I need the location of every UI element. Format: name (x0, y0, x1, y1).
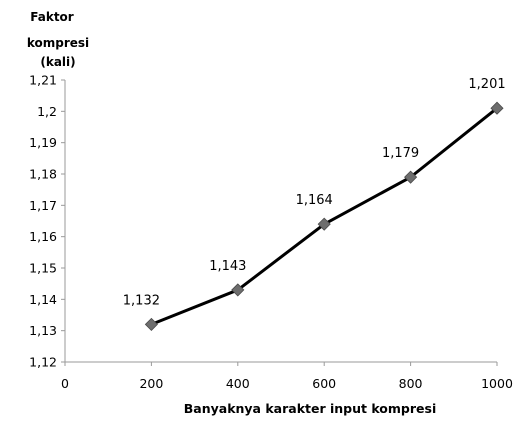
data-label: 1,132 (123, 293, 160, 308)
data-point-marker (231, 283, 245, 297)
y-tick-label: 1,16 (29, 229, 57, 244)
series: 1,132 1,143 1,164 1,179 1,201 (123, 77, 506, 331)
y-axis: 1,12 1,13 1,14 1,15 1,16 1,17 1,18 1,19 1,2 1,21 (29, 73, 66, 370)
x-axis: 0 200 400 600 800 1000 (61, 361, 513, 391)
y-axis-title-line-1: Faktor (30, 10, 74, 24)
data-label: 1,179 (382, 146, 419, 161)
data-point-marker (490, 101, 504, 115)
data-point-marker (317, 217, 331, 231)
series-line (150, 107, 498, 326)
x-tick-label: 200 (139, 376, 163, 391)
x-tick-label: 400 (226, 376, 250, 391)
y-tick-label: 1,17 (29, 198, 57, 213)
y-axis-title: Faktor kompresi (kali) (27, 10, 89, 69)
data-point-marker (144, 317, 158, 331)
y-tick-label: 1,18 (29, 167, 57, 182)
x-tick-label: 1000 (481, 376, 513, 391)
data-label: 1,201 (468, 77, 505, 92)
y-tick-label: 1,21 (29, 73, 57, 88)
data-point-marker (404, 170, 418, 184)
x-tick-label: 0 (61, 376, 69, 391)
x-tick-label: 800 (399, 376, 423, 391)
data-label: 1,164 (296, 193, 333, 208)
x-axis-title: Banyaknya karakter input kompresi (184, 401, 436, 416)
data-label: 1,143 (209, 259, 246, 274)
y-tick-label: 1,12 (29, 355, 57, 370)
y-axis-title-line-2: kompresi (27, 36, 89, 50)
y-tick-label: 1,15 (29, 261, 57, 276)
y-axis-title-line-3: (kali) (40, 55, 75, 69)
y-tick-label: 1,19 (29, 135, 57, 150)
y-tick-label: 1,14 (29, 292, 57, 307)
y-tick-label: 1,13 (29, 323, 57, 338)
y-tick-label: 1,2 (37, 104, 57, 119)
x-tick-label: 600 (312, 376, 336, 391)
